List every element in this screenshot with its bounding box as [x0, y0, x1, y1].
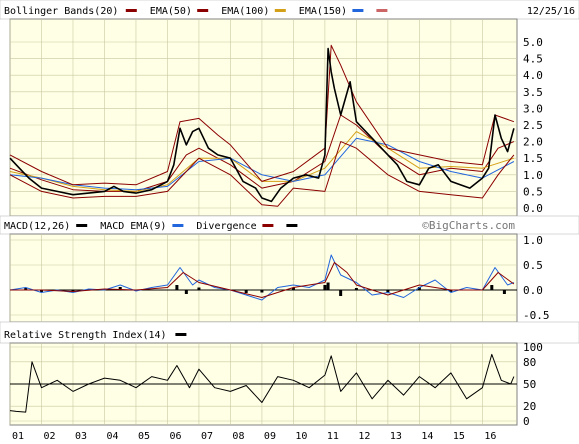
- divergence-bar: [326, 282, 330, 290]
- divergence-bar: [354, 288, 358, 290]
- divergence-bar: [291, 287, 295, 290]
- y-tick-label: 1.0: [523, 169, 543, 182]
- y-tick-label: 80: [523, 356, 536, 369]
- x-tick-label: 09: [264, 431, 276, 442]
- divergence-bar: [71, 290, 75, 292]
- y-tick-label: 100: [523, 341, 543, 354]
- legend-label: EMA(150): [299, 6, 347, 17]
- x-tick-label: 02: [43, 431, 55, 442]
- y-tick-label: 2.5: [523, 119, 543, 132]
- divergence-bar: [386, 290, 390, 293]
- divergence-bar: [323, 285, 327, 290]
- series-line-ema-50-: [9, 114, 515, 192]
- legend-label: Relative Strength Index(14): [4, 330, 167, 341]
- y-tick-label: -0.5: [523, 309, 550, 322]
- y-tick-label: 4.5: [523, 53, 543, 66]
- watermark: ©BigCharts.com: [422, 219, 515, 232]
- x-tick-label: 06: [169, 431, 181, 442]
- divergence-bar: [260, 290, 264, 293]
- x-tick-label: 12: [358, 431, 370, 442]
- y-tick-label: 0.5: [523, 185, 543, 198]
- legend-swatch: [274, 9, 286, 12]
- legend-swatch: [125, 9, 137, 12]
- series-line-macd-ema-9-: [10, 262, 515, 298]
- y-tick-label: 5.0: [523, 36, 543, 49]
- divergence-bar: [118, 287, 122, 290]
- chart-date: 12/25/16: [527, 6, 575, 17]
- y-tick-label: 2.0: [523, 136, 543, 149]
- y-tick-label: 3.0: [523, 102, 543, 115]
- y-tick-label: 0.5: [523, 259, 543, 272]
- legend-label: EMA(100): [221, 6, 269, 17]
- legend-swatch: [172, 224, 184, 227]
- series-line-ca-gpr-weekly: [9, 47, 515, 203]
- y-tick-label: 0.0: [523, 284, 543, 297]
- y-tick-label: 1.0: [523, 234, 543, 247]
- series-line-ema-150-: [9, 137, 515, 191]
- x-tick-label: 03: [75, 431, 87, 442]
- y-tick-label: 4.0: [523, 69, 543, 82]
- series-line-macd-12-26-: [9, 254, 515, 301]
- series-line-relative-strength-index-14-: [9, 353, 515, 413]
- legend-swatch: [352, 9, 364, 12]
- divergence-bar: [197, 287, 201, 290]
- legend-swatch: [376, 9, 388, 12]
- legend-swatch: [262, 224, 274, 227]
- legend-label: MACD(12,26): [4, 221, 70, 232]
- legend-label: Bollinger Bands(20): [4, 6, 118, 17]
- y-tick-label: 1.5: [523, 152, 543, 165]
- x-tick-label: 08: [232, 431, 244, 442]
- divergence-bar: [175, 285, 179, 290]
- x-tick-label: 11: [327, 431, 339, 442]
- plot-area-macd: [9, 233, 518, 323]
- divergence-bar: [490, 285, 494, 290]
- legend-swatch: [76, 224, 88, 227]
- x-tick-label: 13: [390, 431, 402, 442]
- x-tick-label: 10: [295, 431, 307, 442]
- legend-swatch: [197, 9, 209, 12]
- x-tick-label: 04: [106, 431, 118, 442]
- series-line-bollinger-lower: [9, 141, 515, 207]
- legend-label: EMA(50): [150, 6, 192, 17]
- divergence-bar: [39, 290, 43, 293]
- legend-swatch: [286, 224, 298, 227]
- divergence-bar: [502, 290, 506, 294]
- legend-swatch: [175, 333, 187, 336]
- x-tick-label: 05: [138, 431, 150, 442]
- y-tick-label: 20: [523, 400, 536, 413]
- y-tick-label: 3.5: [523, 86, 543, 99]
- divergence-bar: [449, 290, 453, 292]
- x-tick-label: 15: [453, 431, 465, 442]
- y-tick-label: 50: [523, 378, 536, 391]
- legend-label: MACD EMA(9): [100, 221, 166, 232]
- divergence-bar: [244, 290, 248, 293]
- y-tick-label: 0: [523, 415, 530, 428]
- x-tick-label: 01: [12, 431, 24, 442]
- divergence-bar: [339, 290, 343, 296]
- divergence-bar: [417, 287, 421, 290]
- x-tick-label: 14: [421, 431, 433, 442]
- y-tick-label: 0.0: [523, 202, 543, 215]
- x-tick-label: 16: [484, 431, 496, 442]
- series-line-bollinger-upper: [9, 44, 515, 186]
- divergence-bar: [184, 290, 188, 294]
- legend-label: Divergence: [196, 221, 256, 232]
- x-tick-label: 07: [201, 431, 213, 442]
- divergence-bar: [24, 287, 28, 290]
